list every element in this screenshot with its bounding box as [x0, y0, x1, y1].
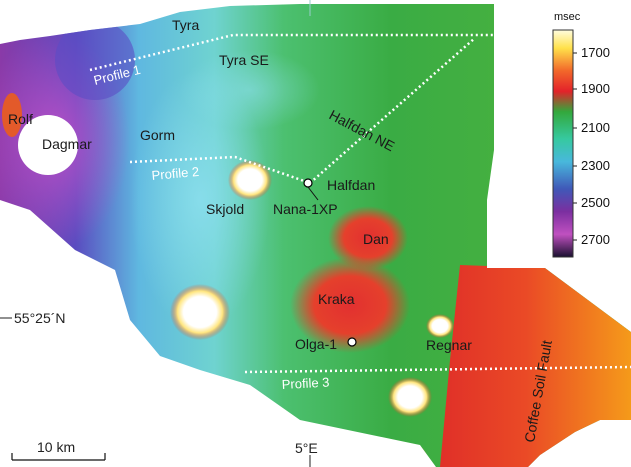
label-gorm: Gorm	[140, 127, 175, 143]
nana-well-marker	[303, 178, 313, 188]
scale-bar-label: 10 km	[37, 439, 75, 455]
legend-tick: 2700	[581, 232, 610, 247]
label-dan: Dan	[363, 231, 389, 247]
legend-tick: 1900	[581, 81, 610, 96]
label-regnar: Regnar	[426, 337, 472, 353]
olga-well-marker	[347, 337, 357, 347]
legend-unit: msec	[554, 11, 581, 23]
legend-colorbar	[552, 29, 574, 258]
scale-bar: 10 km	[11, 439, 106, 461]
nana-leader-line	[307, 186, 319, 201]
label-olga: Olga-1	[295, 336, 337, 352]
legend-tick: 2300	[581, 158, 610, 173]
label-profile-2: Profile 2	[151, 164, 200, 183]
legend-tick: 2100	[581, 120, 610, 135]
profile-lines	[89, 33, 631, 374]
longitude-label: 5°E	[295, 440, 318, 456]
halfdan-ne-line	[309, 37, 476, 184]
label-profile-3: Profile 3	[281, 375, 329, 392]
color-legend: msec 1700 1900 2100 2300 2500 2700	[552, 11, 610, 258]
label-rolf: Rolf	[8, 111, 33, 127]
label-kraka: Kraka	[318, 291, 355, 307]
legend-tick: 2500	[581, 195, 610, 210]
legend-tick: 1700	[581, 45, 610, 60]
profile-2-line	[129, 155, 311, 185]
label-halfdan: Halfdan	[327, 177, 375, 193]
latitude-label: 55°25´N	[14, 310, 66, 326]
label-tyra-se: Tyra SE	[219, 52, 269, 68]
label-dagmar: Dagmar	[42, 136, 92, 152]
label-nana: Nana-1XP	[273, 201, 338, 217]
label-skjold: Skjold	[206, 201, 244, 217]
profile-3-line	[244, 365, 631, 374]
label-tyra: Tyra	[172, 17, 199, 33]
